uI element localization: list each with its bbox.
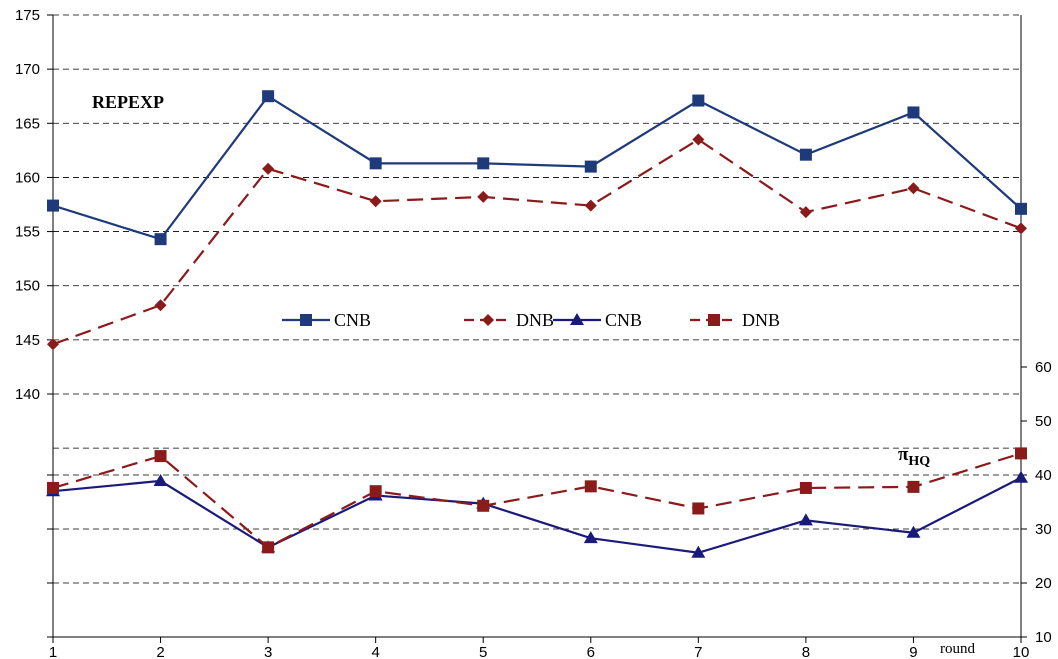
series-1-point	[477, 157, 490, 170]
tick-labels: 140 145 150 155 160 165 170 175 10 20 30 40 50 60 1 2 3 4…	[15, 7, 1052, 659]
series-4-point	[154, 450, 167, 463]
legend: CNB DNB CNB DNB	[282, 310, 780, 330]
gridlines	[53, 14, 1021, 584]
right-tick-label: 60	[1035, 359, 1052, 376]
left-tick-label: 140	[15, 386, 40, 403]
left-tick-label: 145	[15, 332, 40, 349]
right-tick-label: 50	[1035, 413, 1052, 430]
series-3-point	[1014, 470, 1028, 483]
x-tick-label: 8	[802, 644, 810, 659]
series-3-point	[906, 525, 921, 538]
series-4-point	[477, 499, 490, 512]
series-4-point	[692, 502, 705, 515]
left-tick-label: 170	[15, 61, 40, 78]
legend-label: DNB	[516, 310, 554, 330]
series-1-point	[799, 148, 812, 161]
series-2-point	[154, 299, 167, 312]
series-4-point	[1015, 447, 1027, 460]
series-3-point	[153, 473, 168, 486]
x-tick-label: 3	[264, 644, 272, 659]
series-1-point	[47, 199, 59, 212]
left-tick-label: 175	[15, 7, 40, 24]
series-4-point	[47, 481, 59, 494]
right-tick-label: 30	[1035, 521, 1052, 538]
series-line-3	[52, 476, 1022, 554]
series-line-1	[52, 94, 1022, 241]
right-axis-label-sub: HQ	[908, 454, 930, 469]
series-4-point	[799, 481, 812, 494]
axes	[47, 14, 1027, 643]
x-tick-label: 5	[479, 644, 487, 659]
left-tick-label: 160	[15, 169, 40, 186]
right-axis-label: πHQ	[898, 444, 930, 469]
x-axis-label: round	[940, 641, 975, 657]
legend-label: CNB	[334, 310, 371, 330]
right-tick-label: 40	[1035, 467, 1052, 484]
left-tick-label: 165	[15, 115, 40, 132]
series-2-point	[584, 199, 597, 212]
x-tick-label: 1	[49, 644, 57, 659]
series-2-point	[477, 190, 490, 203]
legend-marker	[570, 313, 584, 325]
legend-label: CNB	[605, 310, 642, 330]
legend-label: DNB	[742, 310, 780, 330]
series-4-point	[262, 541, 275, 554]
series-2-point	[692, 133, 705, 146]
series-1-point	[369, 157, 382, 170]
series-group	[46, 90, 1028, 558]
series-line-2	[52, 138, 1022, 346]
series-line-4	[52, 452, 1022, 549]
series-2-point	[1015, 222, 1027, 235]
x-tick-label: 2	[156, 644, 164, 659]
series-3-point	[583, 531, 598, 544]
series-4-point	[907, 480, 920, 493]
series-2-point	[47, 338, 59, 351]
legend-marker	[708, 314, 720, 326]
series-1-point	[584, 160, 597, 173]
legend-marker	[482, 314, 494, 326]
x-tick-label: 10	[1013, 644, 1030, 659]
series-3-point	[798, 513, 813, 526]
x-tick-label: 7	[694, 644, 702, 659]
series-4-point	[584, 480, 597, 493]
series-3-point	[691, 545, 706, 558]
right-axis-label-main: π	[898, 444, 909, 465]
series-1-point	[692, 94, 705, 107]
left-tick-label: 150	[15, 278, 40, 295]
series-2-point	[907, 182, 920, 195]
right-tick-label: 20	[1035, 575, 1052, 592]
right-tick-label: 10	[1035, 629, 1052, 646]
legend-marker	[300, 314, 312, 326]
series-2-point	[369, 195, 382, 208]
series-1-point	[262, 90, 275, 103]
series-1-point	[907, 106, 920, 119]
series-1-point	[154, 233, 167, 246]
x-tick-label: 6	[587, 644, 595, 659]
series-2-point	[262, 162, 275, 175]
series-1-point	[1015, 202, 1027, 215]
x-tick-label: 4	[371, 644, 379, 659]
series-4-point	[369, 485, 382, 498]
left-axis-label: REPEXP	[92, 92, 164, 112]
left-tick-label: 155	[15, 224, 40, 241]
series-2-point	[799, 206, 812, 219]
x-tick-label: 9	[909, 644, 917, 659]
